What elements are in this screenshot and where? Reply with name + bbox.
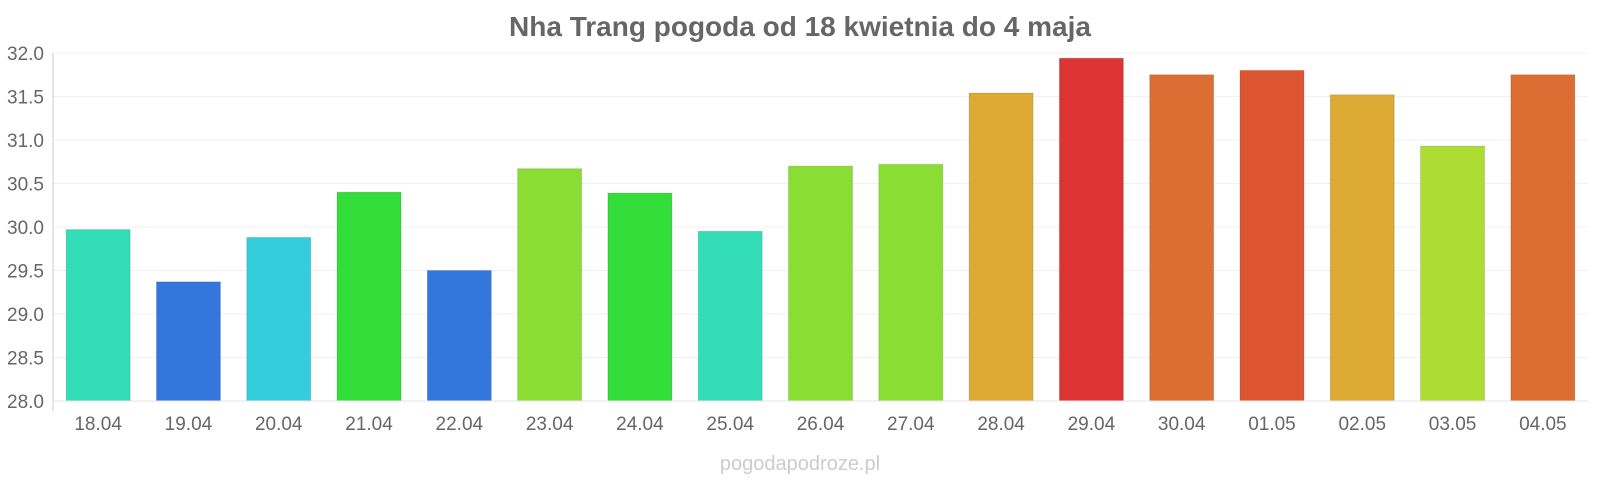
y-axis: 28.0 28.5 29.0 29.5 30.0 30.5 31.0 31.5 32.0 [7,44,54,413]
y-tick-label: 29.5 [7,262,44,283]
x-tick-label: 01.05 [1248,414,1296,435]
x-tick-label: 20.04 [255,414,303,435]
x-tick-label: 28.04 [977,414,1025,435]
bar-02.05[interactable] [1329,94,1395,402]
bar-20.04[interactable] [246,236,312,402]
y-tick-label: 31.0 [7,131,44,152]
y-tick-label: 30.0 [7,218,44,239]
bar-28.04[interactable] [968,92,1034,402]
bar-19.04[interactable] [155,281,221,402]
x-tick-label: 22.04 [436,414,484,435]
bar-24.04[interactable] [607,192,673,402]
y-tick-label: 28.0 [7,392,44,413]
bar-21.04[interactable] [336,191,402,402]
x-tick-label: 29.04 [1068,414,1116,435]
watermark: pogodapodroze.pl [720,453,880,475]
bar-26.04[interactable] [788,165,853,402]
x-tick-label: 25.04 [706,414,754,435]
chart-title: Nha Trang pogoda od 18 kwietnia do 4 maj… [509,11,1091,42]
x-tick-label: 19.04 [165,414,213,435]
bar-22.04[interactable] [426,270,492,402]
y-tick-label: 32.0 [7,44,44,65]
y-tick-label: 31.5 [7,88,44,109]
y-tick-label: 28.5 [7,349,44,370]
bar-29.04[interactable] [1058,57,1124,402]
x-tick-label: 26.04 [797,414,845,435]
bar-04.05[interactable] [1510,74,1576,402]
bar-30.04[interactable] [1149,74,1215,402]
bar-23.04[interactable] [517,168,583,402]
x-tick-label: 04.05 [1519,414,1567,435]
x-tick-label: 23.04 [526,414,574,435]
bar-18.04[interactable] [65,229,131,402]
x-tick-label: 02.05 [1338,414,1386,435]
y-tick-label: 30.5 [7,175,44,196]
x-tick-label: 21.04 [345,414,393,435]
x-tick-label: 30.04 [1158,414,1206,435]
x-axis: 18.04 19.04 20.04 21.04 22.04 23.04 24.04 25.04… [53,400,1588,435]
y-tick-label: 29.0 [7,305,44,326]
x-tick-label: 27.04 [887,414,935,435]
bars [65,57,1576,402]
bar-03.05[interactable] [1420,145,1486,402]
bar-01.05[interactable] [1239,69,1305,402]
x-tick-label: 18.04 [74,414,122,435]
x-tick-label: 24.04 [616,414,664,435]
bar-25.04[interactable] [697,230,763,402]
x-tick-label: 03.05 [1429,414,1477,435]
bar-27.04[interactable] [878,163,944,402]
